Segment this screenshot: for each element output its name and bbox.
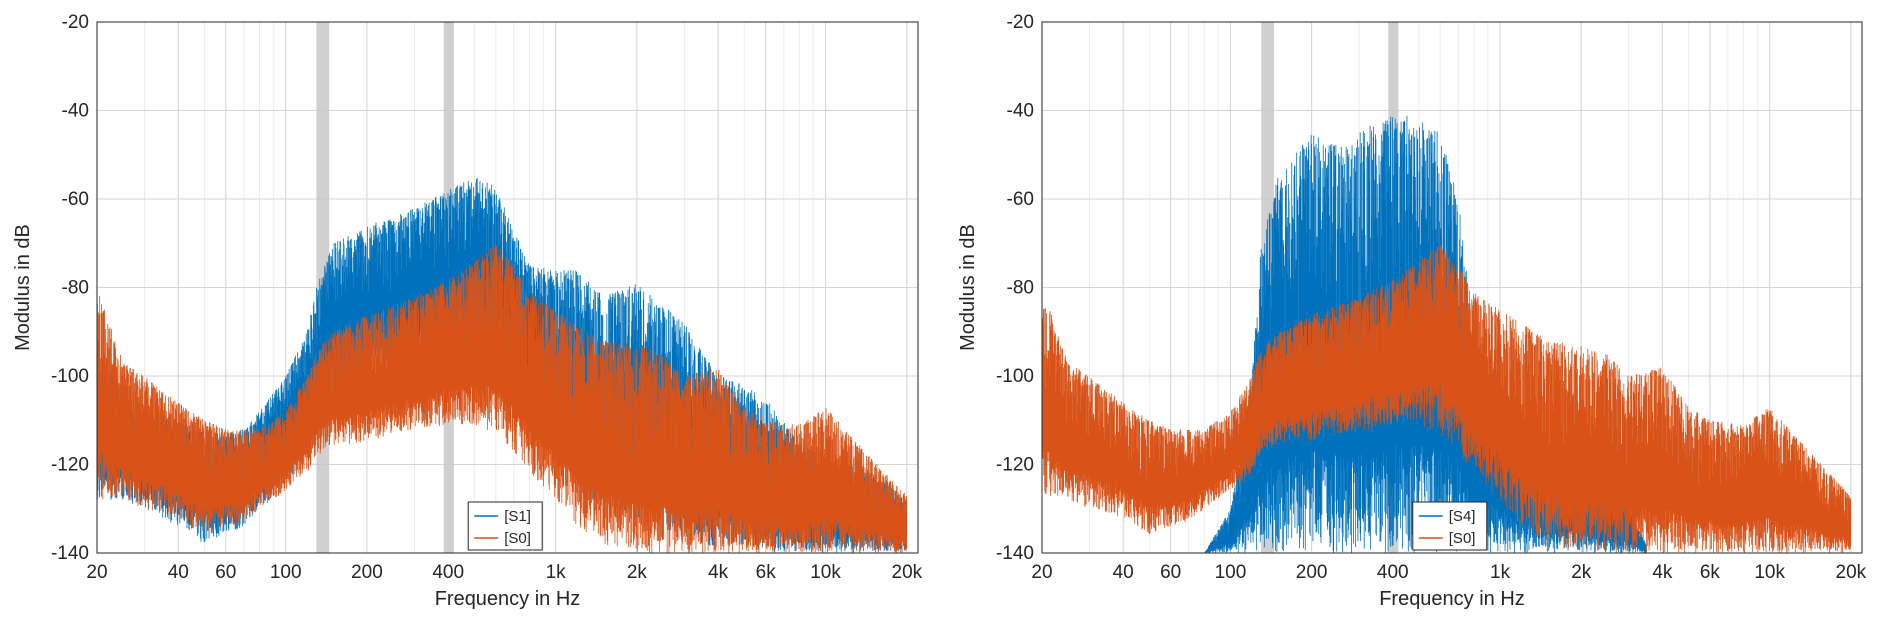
x-tick-label: 200 [1296,562,1328,583]
y-tick-label: -140 [51,543,89,564]
legend: [S4] [S0] [1412,501,1488,551]
legend-entry: [S1] [504,508,531,525]
x-tick-label: 100 [1215,562,1247,583]
y-tick-label: -100 [996,366,1034,387]
legend-box [1412,501,1488,551]
legend-box [467,501,543,551]
y-tick-label: -100 [51,366,89,387]
y-tick-label: -40 [1007,101,1034,122]
x-tick-label: 10k [1754,562,1785,583]
x-tick-label: 10k [810,562,841,583]
x-tick-label: 4k [708,562,729,583]
y-tick-label: -120 [996,455,1034,476]
y-tick-label: -60 [1007,189,1034,210]
x-tick-label: 60 [1160,562,1181,583]
legend-entry: [S0] [504,530,531,547]
x-tick-label: 60 [215,562,236,583]
x-tick-label: 6k [1700,562,1721,583]
x-tick-label: 20 [1031,562,1052,583]
x-tick-label: 1k [1490,562,1511,583]
x-tick-label: 1k [546,562,567,583]
x-tick-label: 2k [627,562,648,583]
x-tick-label: 40 [1113,562,1134,583]
x-tick-label: 4k [1652,562,1673,583]
x-axis-label: Frequency in Hz [435,588,581,610]
y-tick-label: -20 [1007,12,1034,33]
y-axis-label: Modulus in dB [957,224,979,351]
x-tick-label: 100 [270,562,302,583]
x-tick-label: 20k [1836,562,1867,583]
axes-box [96,21,919,554]
y-axis-label: Modulus in dB [12,224,34,351]
left-chart-panel: -140 -120 -100 -80 -60 -40 -20 20 40 60 100 200 400 1… [12,12,923,610]
x-tick-label: 400 [1377,562,1409,583]
x-tick-label: 400 [432,562,464,583]
legend-entry: [S4] [1449,508,1476,525]
y-tick-label: -80 [1007,278,1034,299]
x-tick-label: 2k [1571,562,1592,583]
y-tick-label: -20 [62,12,89,33]
y-tick-label: -120 [51,455,89,476]
y-tick-label: -80 [62,278,89,299]
x-tick-label: 40 [168,562,189,583]
y-tick-label: -40 [62,101,89,122]
y-tick-label: -140 [996,543,1034,564]
y-tick-label: -60 [62,189,89,210]
right-chart-panel: -140 -120 -100 -80 -60 -40 -20 20 40 60 100 200 400 1… [957,12,1867,610]
legend: [S1] [S0] [467,501,543,551]
x-tick-label: 20 [86,562,107,583]
x-tick-label: 6k [756,562,777,583]
x-axis-label: Frequency in Hz [1379,588,1525,610]
legend-entry: [S0] [1449,530,1476,547]
x-tick-label: 200 [351,562,383,583]
axes-box [1041,21,1863,554]
x-tick-label: 20k [892,562,923,583]
